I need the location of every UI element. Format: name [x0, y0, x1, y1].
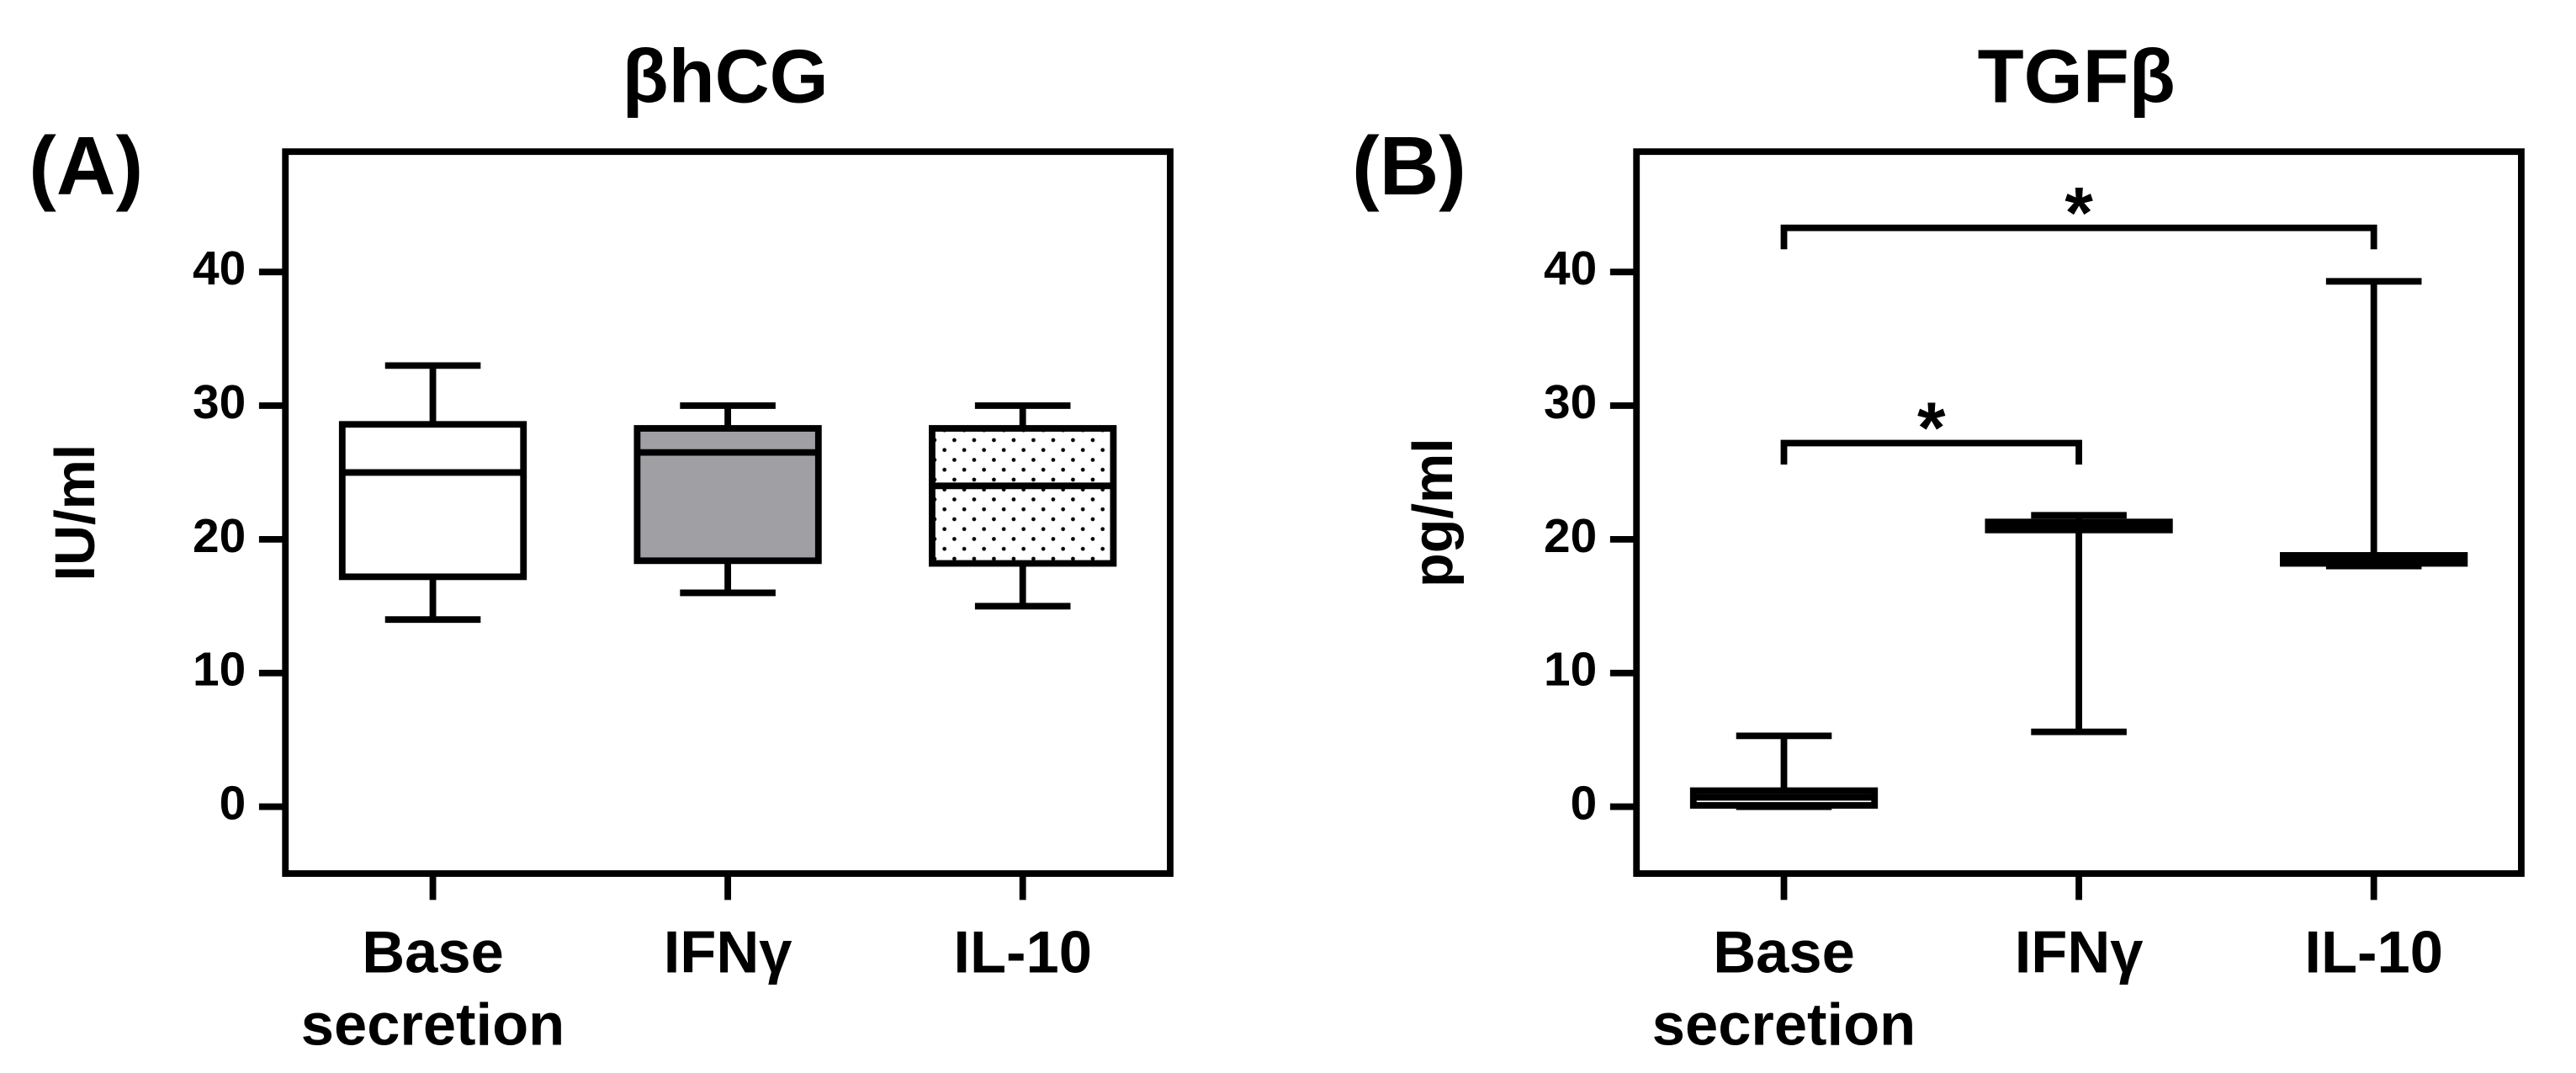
significance-bracket: [1780, 224, 2377, 250]
box: [338, 421, 527, 581]
significance-label: *: [2065, 173, 2093, 253]
x-tick-label: Base secretion: [1652, 919, 1916, 1058]
x-tick-label: IL-10: [953, 919, 1092, 985]
x-tick-label: IL-10: [2304, 919, 2443, 985]
y-tick-label: 0: [220, 778, 246, 831]
y-tick-label: 40: [1544, 242, 1597, 295]
x-tick-label: IFNγ: [2015, 919, 2144, 985]
panel-label: (A): [29, 120, 143, 212]
y-tick-label: 10: [193, 644, 246, 697]
y-tick-label: 30: [193, 376, 246, 429]
y-tick-label: 20: [1544, 510, 1597, 563]
y-tick-label: 20: [193, 510, 246, 563]
y-tick-label: 0: [1571, 778, 1598, 831]
box: [633, 425, 822, 565]
y-tick-label: 40: [193, 242, 246, 295]
plot-frame: [282, 148, 1174, 877]
chart-title: βhCG: [623, 34, 829, 119]
y-tick-label: 10: [1544, 644, 1597, 697]
significance-bracket: [1780, 439, 2083, 465]
box: [929, 425, 1117, 567]
y-tick-label: 30: [1544, 376, 1597, 429]
y-axis-label: pg/ml: [1402, 438, 1465, 587]
plot-frame: [1633, 148, 2525, 877]
panel-label: (B): [1352, 120, 1466, 212]
chart-title: TGFβ: [1978, 34, 2176, 119]
x-tick-label: Base secretion: [301, 919, 564, 1058]
x-tick-label: IFNγ: [664, 919, 792, 985]
y-axis-label: IU/ml: [45, 444, 107, 582]
significance-label: *: [1917, 388, 1946, 469]
